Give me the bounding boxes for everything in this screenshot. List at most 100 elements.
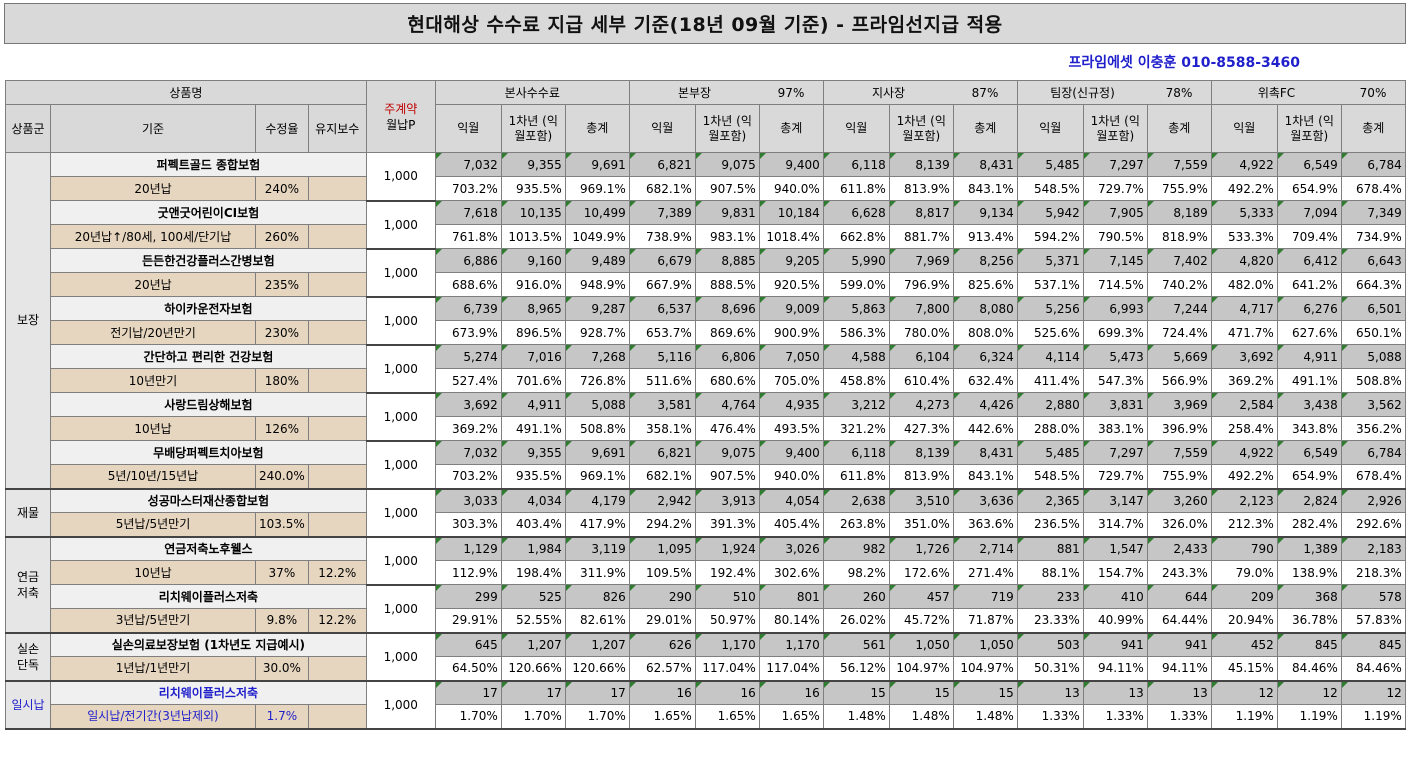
header-basis: 기준 — [50, 104, 256, 153]
amount-cell: 7,905 — [1082, 200, 1148, 225]
amount-cell: 209 — [1210, 584, 1278, 609]
percent-cell: 383.1% — [1082, 416, 1148, 441]
amount-cell: 6,784 — [1340, 440, 1406, 465]
adjust-rate: 9.8% — [255, 608, 309, 634]
percent-cell: 405.4% — [758, 512, 824, 538]
amount-cell: 1,050 — [888, 632, 954, 657]
percent-cell: 611.8% — [822, 176, 890, 201]
percent-cell: 84.46% — [1276, 656, 1342, 682]
percent-cell: 888.5% — [694, 272, 760, 297]
amount-cell: 4,911 — [1276, 344, 1342, 369]
percent-cell: 492.2% — [1210, 464, 1278, 490]
amount-cell: 4,717 — [1210, 296, 1278, 321]
percent-cell: 533.3% — [1210, 224, 1278, 249]
amount-cell: 525 — [500, 584, 566, 609]
product-name: 퍼펙트골드 종합보험 — [50, 152, 367, 177]
product-basis: 10년만기 — [50, 368, 256, 393]
percent-cell: 599.0% — [822, 272, 890, 297]
product-name: 리치웨이플러스저축 — [50, 584, 367, 609]
header-maintenance: 유지보수 — [307, 104, 367, 153]
percent-cell: 1.65% — [694, 704, 760, 730]
percent-cell: 1.70% — [500, 704, 566, 730]
product-row-pct: 10년납 126% 369.2% 491.1% 508.8% 358.1% 476.4% 49… — [6, 416, 1406, 441]
percent-cell: 396.9% — [1146, 416, 1212, 441]
amount-cell: 5,942 — [1016, 200, 1084, 225]
header-sub-1-2: 총계 — [758, 104, 824, 153]
percent-cell: 94.11% — [1146, 656, 1212, 682]
amount-cell: 3,147 — [1082, 488, 1148, 513]
product-name: 연금저축노후웰스 — [50, 536, 367, 561]
percent-cell: 358.1% — [628, 416, 696, 441]
amount-cell: 2,824 — [1276, 488, 1342, 513]
amount-cell: 6,276 — [1276, 296, 1342, 321]
percent-cell: 292.6% — [1340, 512, 1406, 538]
percent-cell: 1.33% — [1082, 704, 1148, 730]
amount-cell: 6,549 — [1276, 440, 1342, 465]
product-row: 일시납 리치웨이플러스저축 1,000 17 17 17 16 16 16 15 15 15 13 13 1… — [5, 680, 1406, 730]
adjust-rate: 37% — [255, 560, 309, 585]
percent-cell: 796.9% — [888, 272, 954, 297]
adjust-rate: 30.0% — [255, 656, 309, 682]
percent-cell: 29.01% — [628, 608, 696, 634]
header-row-2: 상품군 기준 수정율 유지보수 익월 1차년 (익월포함) 총계 익월 1차년 (익월포… — [5, 104, 1406, 153]
percent-cell: 45.72% — [888, 608, 954, 634]
percent-cell: 243.3% — [1146, 560, 1212, 585]
percent-cell: 705.0% — [758, 368, 824, 393]
amount-cell: 368 — [1276, 584, 1342, 609]
amount-cell: 4,922 — [1210, 152, 1278, 177]
amount-cell: 1,207 — [500, 632, 566, 657]
amount-cell: 7,094 — [1276, 200, 1342, 225]
product-name: 사랑드림상해보험 — [50, 392, 367, 417]
amount-cell: 941 — [1146, 632, 1212, 657]
amount-cell: 6,993 — [1082, 296, 1148, 321]
amount-cell: 7,297 — [1082, 440, 1148, 465]
maintenance-rate — [307, 176, 367, 201]
amount-cell: 13 — [1082, 680, 1148, 705]
percent-cell: 724.4% — [1146, 320, 1212, 345]
amount-cell: 410 — [1082, 584, 1148, 609]
amount-cell: 13 — [1146, 680, 1212, 705]
header-monthly-premium: 주계약 월납P — [365, 80, 436, 153]
percent-cell: 138.9% — [1276, 560, 1342, 585]
header-row-1: 상품명 주계약 월납P 본사수수료 본부장 97% 지사장 87% 팀장(신규정) 78% 위… — [5, 80, 1406, 153]
amount-cell: 6,118 — [822, 440, 890, 465]
percent-cell: 82.61% — [564, 608, 630, 634]
percent-cell: 547.3% — [1082, 368, 1148, 393]
amount-cell: 5,485 — [1016, 440, 1084, 465]
amount-cell: 4,426 — [952, 392, 1018, 417]
product-basis: 5년/10년/15년납 — [50, 464, 256, 490]
amount-cell: 13 — [1016, 680, 1084, 705]
percent-cell: 427.3% — [888, 416, 954, 441]
amount-cell: 8,139 — [888, 440, 954, 465]
percent-cell: 714.5% — [1082, 272, 1148, 297]
amount-cell: 457 — [888, 584, 954, 609]
percent-cell: 813.9% — [888, 464, 954, 490]
percent-cell: 271.4% — [952, 560, 1018, 585]
product-row: 리치웨이플러스저축 1,000 299 525 826 290 510 801 260 457 71… — [6, 584, 1406, 634]
percent-cell: 755.9% — [1146, 464, 1212, 490]
group-label: 실손 단독 — [5, 632, 51, 682]
product-basis: 전기납/20년만기 — [50, 320, 256, 345]
adjust-rate: 235% — [255, 272, 309, 297]
percent-cell: 64.44% — [1146, 608, 1212, 634]
amount-cell: 510 — [694, 584, 760, 609]
product-row: 연금 저축 연금저축노후웰스 1,000 1,129 1,984 3,119 1,095 1,… — [5, 536, 1406, 634]
amount-cell: 9,287 — [564, 296, 630, 321]
percent-cell: 56.12% — [822, 656, 890, 682]
adjust-rate: 126% — [255, 416, 309, 441]
percent-cell: 688.6% — [434, 272, 502, 297]
amount-cell: 4,935 — [758, 392, 824, 417]
percent-cell: 117.04% — [694, 656, 760, 682]
amount-cell: 1,389 — [1276, 536, 1342, 561]
percent-cell: 50.31% — [1016, 656, 1084, 682]
percent-cell: 363.6% — [952, 512, 1018, 538]
amount-cell: 801 — [758, 584, 824, 609]
percent-cell: 491.1% — [1276, 368, 1342, 393]
percent-cell: 627.6% — [1276, 320, 1342, 345]
product-name: 리치웨이플러스저축 — [50, 680, 367, 705]
header-org-1: 본부장 — [628, 80, 760, 105]
product-row-pct: 10년납 37% 12.2% 112.9% 198.4% 311.9% 109.5% 192.… — [6, 560, 1406, 585]
amount-cell: 3,581 — [628, 392, 696, 417]
amount-cell: 4,054 — [758, 488, 824, 513]
percent-cell: 586.3% — [822, 320, 890, 345]
